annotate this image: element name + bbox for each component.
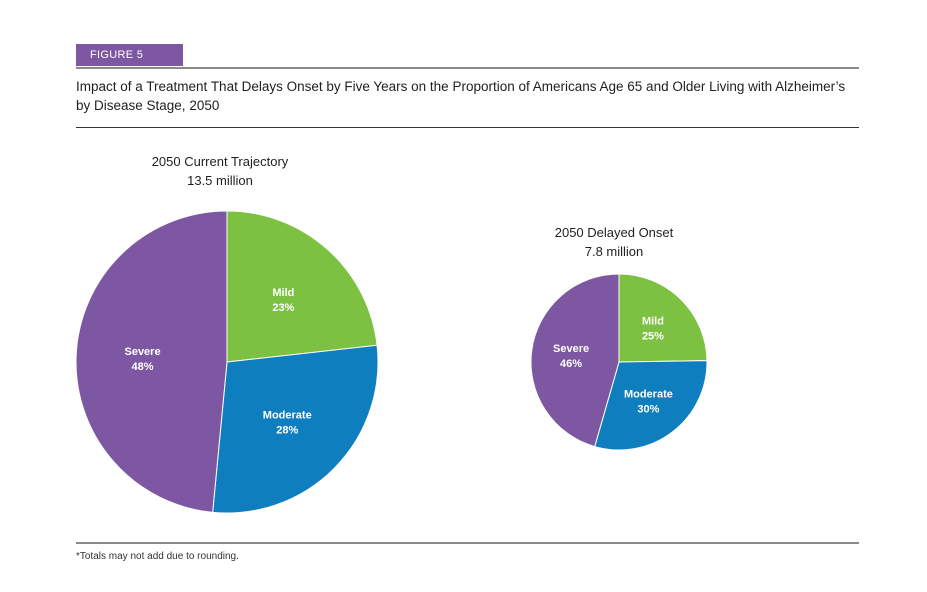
slice-value-severe: 48%: [132, 361, 154, 373]
pie-chart-delayed-onset: 2050 Delayed Onset 7.8 million Mild 25% Mo…: [530, 225, 708, 451]
slice-value-moderate: 28%: [276, 424, 298, 436]
top-divider: [76, 67, 859, 69]
pie-slices: [75, 210, 379, 514]
pie-chart-current-trajectory: 2050 Current Trajectory 13.5 million Mil…: [75, 154, 379, 514]
slice-value-mild: 23%: [272, 302, 294, 314]
slice-label-severe: Severe: [124, 346, 160, 358]
slice-label-moderate: Moderate: [263, 409, 312, 421]
pie-slice-mild: [226, 210, 378, 363]
chart-title-line2: 13.5 million: [187, 173, 253, 188]
pie-labels: Mild 25% Moderate 30% Severe 46%: [553, 316, 673, 416]
slice-value-mild: 25%: [642, 331, 664, 343]
slice-label-mild: Mild: [272, 287, 294, 299]
slice-label-mild: Mild: [642, 316, 664, 328]
pie-slice-mild: [618, 273, 708, 363]
slice-label-moderate: Moderate: [624, 388, 673, 400]
slice-label-severe: Severe: [553, 343, 589, 355]
figure-title: Impact of a Treatment That Delays Onset …: [76, 79, 846, 113]
pie-labels: Mild 23% Moderate 28% Severe 48%: [124, 287, 311, 436]
title-divider: [76, 127, 859, 128]
pie-slice-moderate: [212, 344, 379, 514]
pie-slices: [530, 273, 708, 451]
footer-divider: [76, 542, 859, 544]
pie-slice-severe: [530, 273, 620, 448]
pie-slice-moderate: [594, 360, 708, 451]
slice-value-moderate: 30%: [637, 403, 659, 415]
figure-tag: FIGURE 5: [76, 44, 183, 66]
chart-title-line1: 2050 Current Trajectory: [152, 154, 289, 169]
slice-value-severe: 46%: [560, 358, 582, 370]
pie-slice-severe: [75, 210, 228, 513]
chart-title-line2: 7.8 million: [585, 244, 644, 259]
footnote: *Totals may not add due to rounding.: [76, 551, 239, 562]
chart-title-line1: 2050 Delayed Onset: [555, 225, 674, 240]
